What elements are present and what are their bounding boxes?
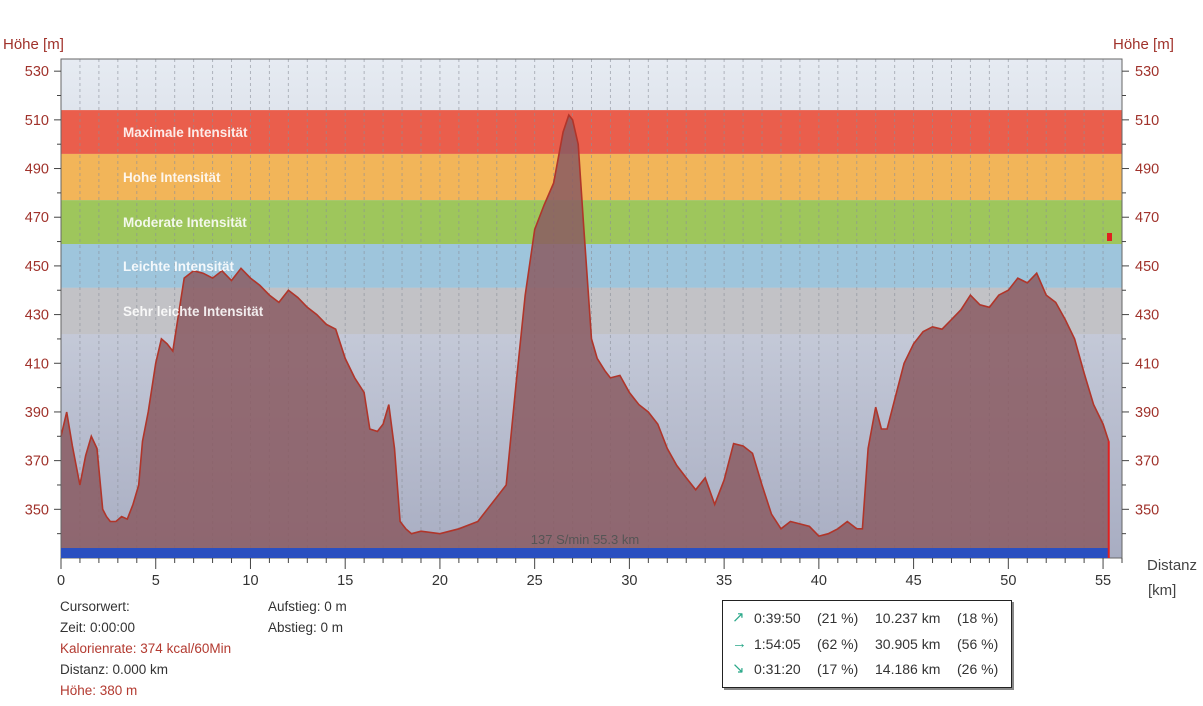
- stat-distance-pct: (26 %): [957, 661, 999, 677]
- y-tick-label-left: 370: [25, 454, 49, 470]
- x-axis-title: Distanz: [1147, 557, 1198, 574]
- y-tick-label-right: 370: [1135, 454, 1159, 470]
- y-tick-label-right: 410: [1135, 356, 1159, 372]
- y-tick-label-right: 470: [1135, 210, 1159, 226]
- y-tick-label-left: 510: [25, 113, 49, 129]
- x-tick-label: 5: [152, 573, 160, 589]
- stat-distance: 30.905 km: [875, 636, 941, 652]
- zone-label: Maximale Intensität: [123, 125, 248, 140]
- y-tick-label-left: 470: [25, 210, 49, 226]
- stat-distance: 14.186 km: [875, 661, 941, 677]
- stat-distance-pct: (18 %): [957, 610, 999, 626]
- x-tick-label: 35: [716, 573, 732, 589]
- y-tick-label-left: 450: [25, 259, 49, 275]
- elevation-area: [61, 115, 1109, 558]
- ascent-info: Aufstieg: 0 m Abstieg: 0 m: [268, 596, 347, 638]
- y-tick-label-left: 490: [25, 162, 49, 178]
- y-tick-label-right: 350: [1135, 502, 1159, 518]
- time-value: Zeit: 0:00:00: [60, 620, 136, 635]
- x-tick-label: 15: [337, 573, 353, 589]
- arrow-right-icon: →: [732, 635, 747, 652]
- cursor-label: Cursorwert:: [60, 599, 130, 614]
- stat-time-pct: (21 %): [817, 610, 859, 626]
- cursor-marker: [1107, 233, 1112, 241]
- arrow-up-right-icon: ↗: [732, 609, 745, 626]
- x-axis-unit: [km]: [1148, 582, 1177, 599]
- x-tick-label: 0: [57, 573, 65, 589]
- x-tick-label: 40: [811, 573, 827, 589]
- x-tick-label: 45: [906, 573, 922, 589]
- elevation-line: [60, 113, 1110, 537]
- calorie-rate: Kalorienrate: 374 kcal/60Min: [60, 641, 232, 656]
- stat-time: 0:39:50: [754, 610, 801, 626]
- stat-time-pct: (62 %): [817, 636, 859, 652]
- y-tick-label-right: 510: [1135, 113, 1159, 129]
- distance-value: Distanz: 0.000 km: [60, 662, 169, 677]
- zone-label: Moderate Intensität: [123, 215, 247, 230]
- stat-time: 0:31:20: [754, 661, 801, 677]
- stat-distance: 10.237 km: [875, 610, 941, 626]
- x-tick-label: 55: [1095, 573, 1111, 589]
- descent-value: Abstieg: 0 m: [268, 620, 344, 635]
- y-tick-label-left: 350: [25, 502, 49, 518]
- x-tick-label: 25: [527, 573, 543, 589]
- stat-distance-pct: (56 %): [957, 636, 999, 652]
- right-axis-title: Höhe [m]: [1113, 36, 1174, 53]
- bottom-label: 137 S/min 55.3 km: [531, 532, 639, 547]
- stats-box: ↗ 0:39:50 (21 %) 10.237 km (18 %) → 1:54…: [722, 600, 1012, 688]
- y-tick-label-right: 450: [1135, 259, 1159, 275]
- left-axis-title: Höhe [m]: [3, 36, 64, 53]
- y-tick-label-left: 390: [25, 405, 49, 421]
- y-tick-label-left: 530: [25, 64, 49, 80]
- stat-time-pct: (17 %): [817, 661, 859, 677]
- arrow-down-right-icon: ↘: [732, 660, 745, 677]
- zone-label: Sehr leichte Intensität: [123, 304, 264, 319]
- y-tick-label-right: 430: [1135, 308, 1159, 324]
- y-tick-label-left: 430: [25, 308, 49, 324]
- y-tick-label-right: 490: [1135, 162, 1159, 178]
- zone-label: Hohe Intensität: [123, 170, 221, 185]
- x-tick-label: 10: [242, 573, 258, 589]
- x-tick-label: 30: [621, 573, 637, 589]
- zone-label: Leichte Intensität: [123, 259, 235, 274]
- y-tick-label-left: 410: [25, 356, 49, 372]
- x-tick-label: 20: [432, 573, 448, 589]
- stat-time: 1:54:05: [754, 636, 801, 652]
- cursor-info: Cursorwert: Zeit: 0:00:00 Kalorienrate: …: [60, 596, 231, 701]
- ascent-value: Aufstieg: 0 m: [268, 599, 347, 614]
- x-tick-label: 50: [1000, 573, 1016, 589]
- y-tick-label-right: 530: [1135, 64, 1159, 80]
- height-value: Höhe: 380 m: [60, 683, 138, 698]
- y-tick-label-right: 390: [1135, 405, 1159, 421]
- bottom-bar: [61, 548, 1109, 558]
